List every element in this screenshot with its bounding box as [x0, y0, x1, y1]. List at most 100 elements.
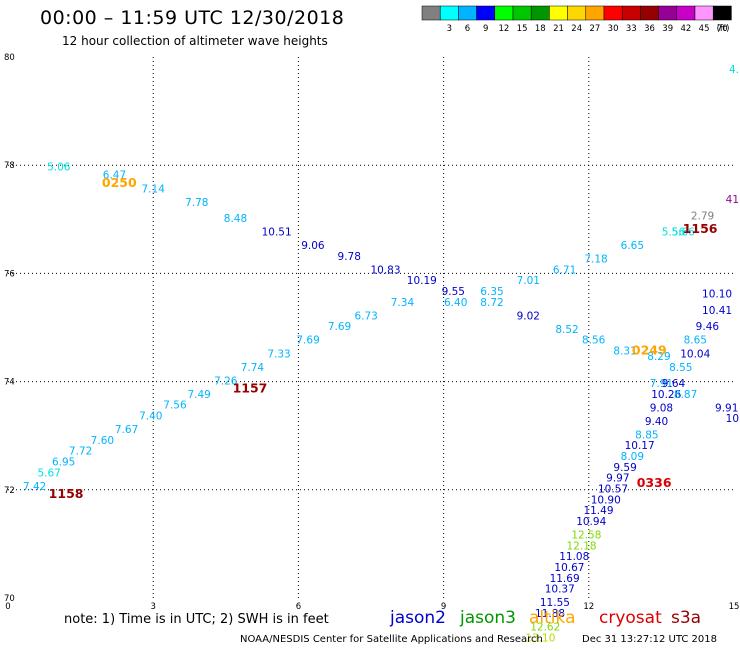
wave-height-point: 6.40	[444, 297, 467, 309]
colorbar-label: 39	[662, 24, 673, 34]
colorbar-swatch	[621, 5, 641, 21]
wave-height-point: 7.42	[23, 481, 46, 493]
colorbar-swatch	[476, 5, 496, 21]
x-tick-label: 9	[441, 602, 446, 612]
colorbar-swatch	[658, 5, 678, 21]
wave-height-point: 12.18	[567, 540, 597, 552]
colorbar-label: 9	[483, 24, 488, 34]
wave-height-point: 9.64	[662, 378, 686, 390]
wave-height-point: 7.18	[584, 254, 607, 266]
wave-height-point: 10.67	[554, 562, 584, 574]
wave-height-point: 8.52	[555, 324, 578, 336]
wave-height-point: 8.65	[684, 335, 707, 347]
wave-height-point: 11.55	[540, 597, 570, 609]
colorbar-label: 27	[589, 24, 600, 34]
wave-height-point: 12.62	[530, 621, 560, 633]
y-tick-label: 74	[4, 378, 15, 388]
colorbar-label: 21	[553, 24, 564, 34]
y-tick-label: 78	[4, 161, 15, 171]
wave-height-points: 4. 5.06 6.47 7.14 7.78 8.48 10.51 9.06 9.78 10.83…	[23, 64, 740, 644]
wave-height-point: 10.19	[407, 275, 437, 287]
colorbar-label: 6	[465, 24, 470, 34]
wave-height-point: 10.57	[598, 484, 628, 496]
wave-height-point: 12.58	[571, 529, 601, 541]
wave-height-point: 8.72	[480, 297, 503, 309]
wave-height-point: 8.56	[582, 335, 606, 347]
wave-height-point: 8.09	[621, 451, 644, 463]
colorbar-swatch	[549, 5, 568, 21]
colorbar-label: 36	[644, 24, 655, 34]
colorbar-label: 18	[535, 24, 546, 34]
wave-height-point: 7.34	[391, 297, 415, 309]
colorbar-label: 45	[699, 24, 710, 34]
pass-time-label: 1158	[49, 486, 84, 501]
wave-height-point: 10.26	[651, 389, 681, 401]
wave-height-point: 41.	[726, 194, 740, 206]
wave-height-point: 10.	[726, 413, 740, 425]
y-tick-label: 70	[4, 594, 15, 604]
wave-height-point: 6.73	[354, 310, 377, 322]
pass-time-label: 0250	[102, 175, 137, 190]
wave-height-point: 9.02	[517, 310, 540, 322]
wave-height-point: 6.47	[103, 170, 126, 182]
colorbar-swatch	[676, 5, 696, 21]
page-subtitle: 12 hour collection of altimeter wave hei…	[62, 34, 328, 48]
wave-height-point: 10.41	[702, 305, 732, 317]
colorbar-unit: (ft)	[717, 24, 730, 34]
wave-height-point: 5.67	[37, 467, 60, 479]
wave-height-point: 11.88	[535, 608, 565, 620]
x-tick-label: 15	[729, 602, 740, 612]
colorbar: 3 6 9 12 15 18 21 24 27 30 33 36 39 42 45 70(ft)	[421, 5, 732, 34]
axis-ticks: 0 3 6 9 12 15 70 72 74 76 78 80	[4, 53, 739, 612]
colorbar-swatch	[530, 5, 550, 21]
colorbar-swatch	[603, 5, 623, 21]
x-tick-label: 12	[583, 602, 594, 612]
wave-height-point: 5.06	[47, 162, 71, 174]
legend-jason2: jason2	[390, 608, 446, 628]
x-tick-label: 3	[150, 602, 155, 612]
x-tick-label: 6	[296, 602, 301, 612]
wave-height-point: 9.55	[442, 286, 465, 298]
wave-height-point: 11.49	[583, 505, 613, 517]
wave-height-point: 7.91	[650, 378, 673, 390]
wave-height-point: 8.31	[613, 346, 636, 358]
wave-height-point: 11.08	[559, 551, 589, 563]
timestamp: Dec 31 13:27:12 UTC 2018	[582, 634, 717, 645]
wave-height-point: 7.33	[267, 348, 290, 360]
colorbar-swatch	[458, 5, 477, 21]
wave-height-point: 6.65	[621, 240, 644, 252]
wave-height-point: 7.56	[163, 400, 187, 412]
wave-height-point: 8.55	[669, 362, 692, 374]
colorbar-swatch	[585, 5, 605, 21]
wave-height-point: 10.17	[625, 440, 655, 452]
y-tick-label: 76	[4, 269, 15, 279]
pass-time-labels: 0250 1157 1158 0249 1156 0336	[49, 175, 718, 501]
pass-time-label: 1157	[233, 380, 268, 395]
pass-time-label: 1156	[683, 221, 718, 236]
legend-jason3: jason3	[460, 608, 516, 628]
wave-height-point: 7.69	[328, 321, 351, 333]
y-tick-label: 72	[4, 486, 15, 496]
colorbar-swatch	[640, 5, 659, 21]
page-title: 00:00 – 11:59 UTC 12/30/2018	[40, 7, 345, 29]
wave-height-point: 10.10	[702, 289, 732, 301]
wave-height-point: 6.95	[52, 456, 75, 468]
colorbar-label: 3	[447, 24, 452, 34]
wave-height-point: 6.35	[480, 286, 503, 298]
legend-s3a: s3a	[671, 608, 702, 628]
wave-height-point: 10.04	[680, 348, 710, 360]
wave-height-point: 8.87	[674, 389, 697, 401]
wave-height-point: 7.01	[517, 275, 540, 287]
wave-height-point: 7.60	[91, 435, 114, 447]
wave-height-point: 8.85	[635, 429, 658, 441]
colorbar-label: 33	[626, 24, 637, 34]
wave-height-point: 4.	[729, 64, 739, 76]
colorbar-swatch	[694, 5, 714, 21]
wave-height-point: 7.67	[115, 424, 138, 436]
wave-height-point: 9.06	[301, 240, 325, 252]
wave-height-point: 10.37	[545, 584, 575, 596]
wave-height-point: 9.78	[338, 251, 361, 263]
legend-cryosat: cryosat	[599, 608, 662, 628]
colorbar-label: 12	[498, 24, 509, 34]
colorbar-swatch	[512, 5, 532, 21]
